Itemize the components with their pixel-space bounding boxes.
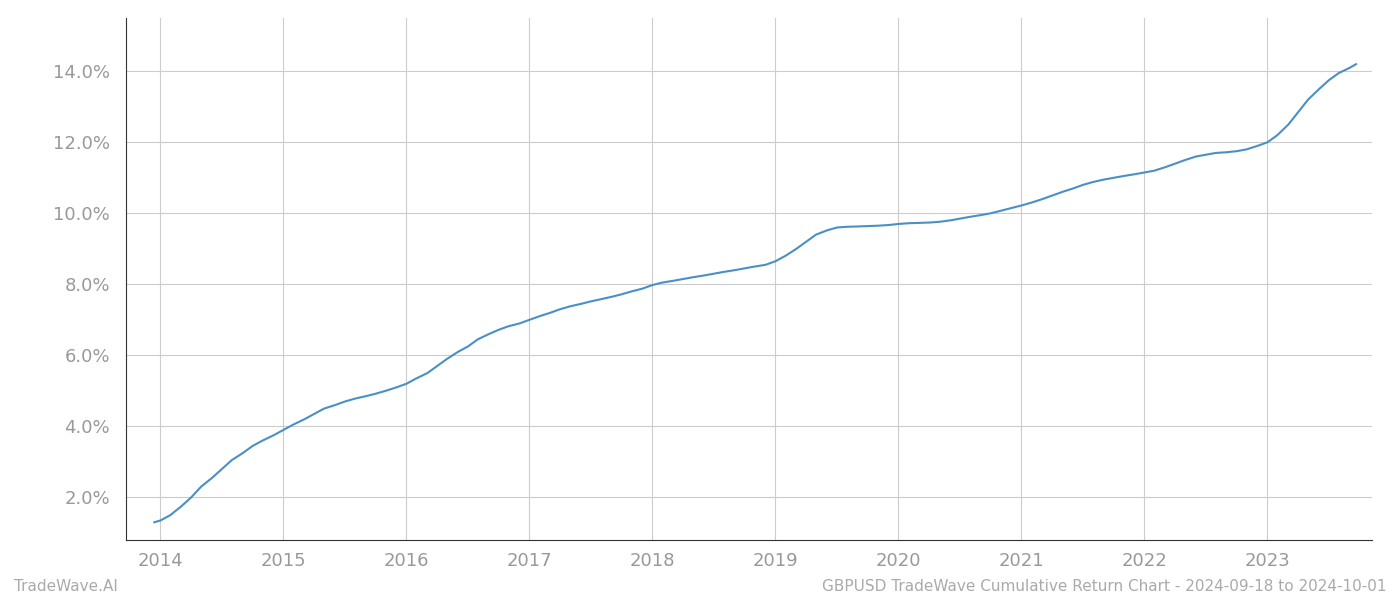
Text: GBPUSD TradeWave Cumulative Return Chart - 2024-09-18 to 2024-10-01: GBPUSD TradeWave Cumulative Return Chart… (822, 579, 1386, 594)
Text: TradeWave.AI: TradeWave.AI (14, 579, 118, 594)
